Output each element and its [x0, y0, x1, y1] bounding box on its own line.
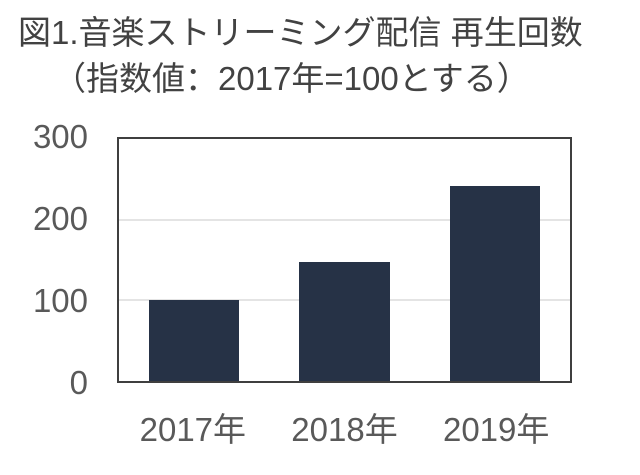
bar-slot: [420, 139, 570, 381]
y-tick-label: 100: [32, 282, 88, 319]
x-axis: 2017年 2018年 2019年: [117, 410, 572, 450]
bar: [149, 300, 240, 381]
y-tick-label: 0: [69, 364, 88, 401]
y-tick-label: 200: [32, 200, 88, 237]
bar: [299, 261, 390, 381]
chart-subtitle: （指数値：2017年=100とする）: [53, 60, 530, 97]
bars-layer: [119, 139, 570, 381]
bar-slot: [119, 139, 269, 381]
x-tick-label: 2019年: [442, 411, 550, 448]
bar-slot: [269, 139, 419, 381]
y-axis: 0 100 200 300: [0, 118, 102, 401]
y-tick-label: 300: [32, 118, 88, 155]
chart-title: 図1.音楽ストリーミング配信 再生回数: [18, 14, 583, 51]
gridline: [119, 218, 570, 221]
x-tick-label: 2017年: [139, 411, 247, 448]
x-tick-label: 2018年: [291, 411, 398, 448]
bar: [449, 185, 540, 381]
plot-area: [117, 137, 572, 383]
